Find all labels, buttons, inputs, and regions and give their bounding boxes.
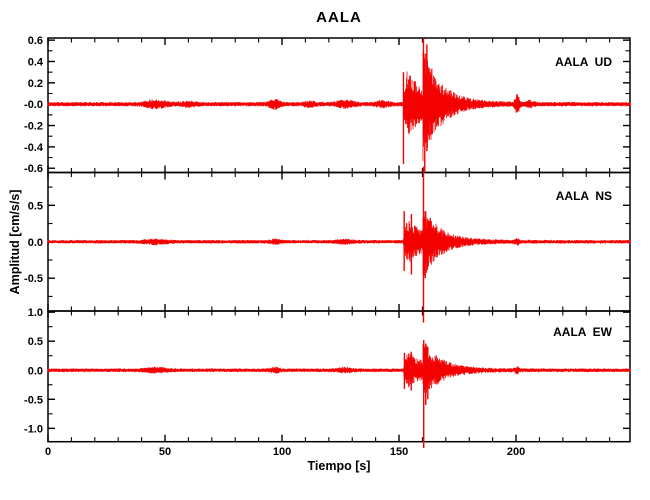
seismic-trace xyxy=(47,211,631,276)
seismic-trace xyxy=(47,51,631,162)
y-tick-label: 0.6 xyxy=(28,35,43,47)
y-tick-label: -0.6 xyxy=(24,163,43,175)
x-tick-label: 50 xyxy=(159,446,171,458)
panel-label-ud: AALA UD xyxy=(555,55,612,69)
y-tick-label: 1.0 xyxy=(28,307,43,319)
x-tick-label: 0 xyxy=(45,446,51,458)
y-tick-label: 0.5 xyxy=(28,336,43,348)
panel-label-ns: AALA NS xyxy=(555,189,612,203)
chart-title: AALA xyxy=(316,9,362,26)
y-tick-label: -1.0 xyxy=(24,423,43,435)
x-tick-label: 200 xyxy=(507,446,525,458)
y-tick-label: -0.4 xyxy=(24,142,44,154)
seismic-trace xyxy=(47,343,631,396)
panel-label-ew: AALA EW xyxy=(553,325,612,339)
x-tick-label: 100 xyxy=(273,446,291,458)
y-tick-label: -0.5 xyxy=(24,394,43,406)
y-tick-label: -0.0 xyxy=(24,99,43,111)
panel-frame xyxy=(47,310,631,443)
y-tick-label: 0.5 xyxy=(28,200,43,212)
y-tick-label: -0.2 xyxy=(24,121,43,133)
x-tick-label: 150 xyxy=(390,446,408,458)
x-axis-label: Tiempo [s] xyxy=(307,459,371,473)
y-tick-label: -0.5 xyxy=(24,273,43,285)
y-tick-label: 0.0 xyxy=(28,237,43,249)
y-axis-label: Amplitud [cm/s/s] xyxy=(8,189,22,295)
y-tick-label: 0.0 xyxy=(28,365,43,377)
y-tick-label: 0.2 xyxy=(28,78,43,90)
y-tick-label: 0.4 xyxy=(28,56,44,68)
